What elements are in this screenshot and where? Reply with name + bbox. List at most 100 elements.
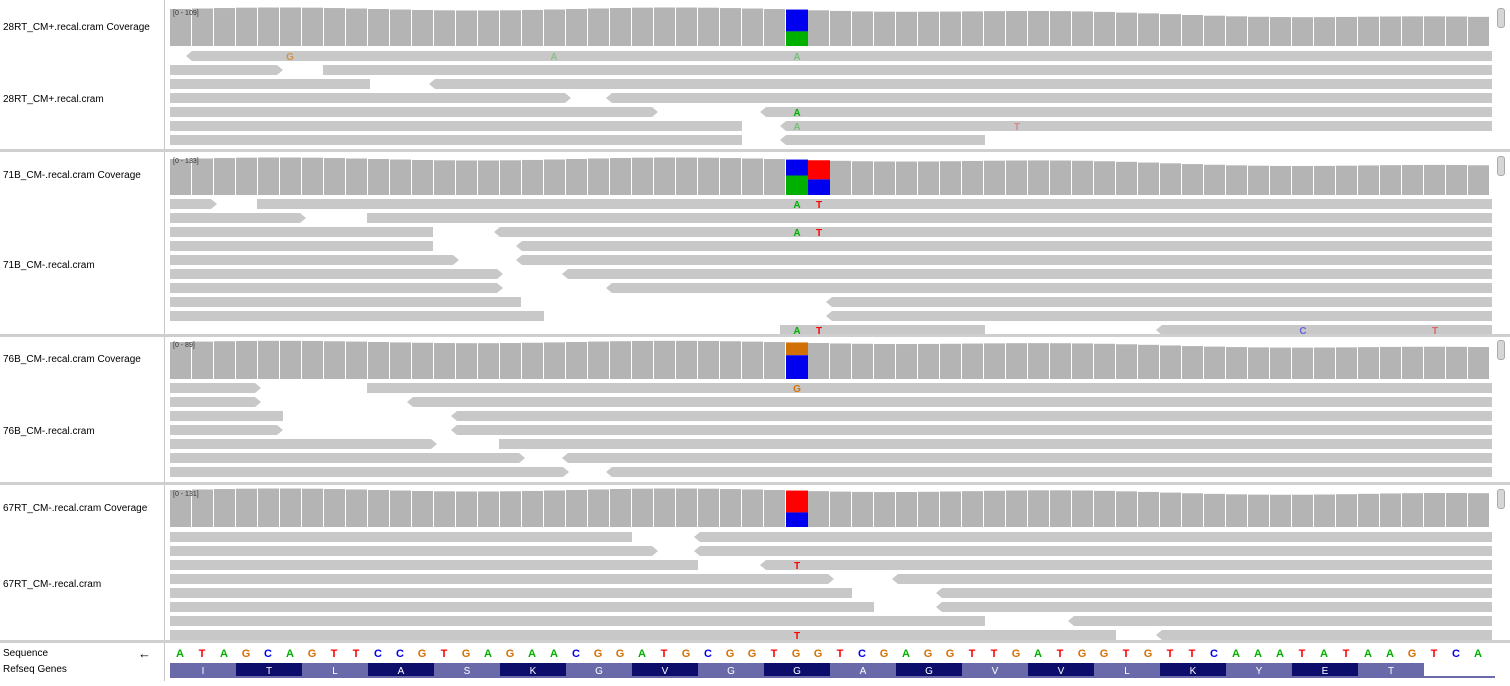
aligned-read[interactable] [760,560,1492,570]
sequence-track-label[interactable]: Sequence [3,648,49,659]
reference-base: T [199,648,206,660]
coverage-track-label-71b[interactable]: 71B_CM-.recal.cram Coverage [3,170,141,181]
panel-scrollbar[interactable] [1496,487,1505,637]
aligned-read[interactable] [760,107,1492,117]
aligned-read[interactable] [780,121,1492,131]
aligned-read[interactable] [516,255,1492,265]
aligned-read[interactable] [429,79,1492,89]
aligned-read[interactable] [257,199,1492,209]
aligned-read[interactable] [516,241,1492,251]
coverage-bar [1292,494,1313,527]
panel-divider[interactable] [0,334,1510,337]
refseq-genes-track-label[interactable]: Refseq Genes [3,664,67,675]
reads-track-label-76b[interactable]: 76B_CM-.recal.cram [3,426,95,437]
aligned-read[interactable] [170,616,985,626]
aligned-read[interactable] [170,467,569,477]
panel-divider[interactable] [0,640,1510,643]
aligned-read[interactable] [170,227,433,237]
aligned-read[interactable] [170,79,370,89]
coverage-bar [522,9,543,47]
aligned-read[interactable] [606,283,1492,293]
aligned-read[interactable] [694,546,1492,556]
coverage-bar [1248,494,1269,527]
aligned-read[interactable] [170,560,698,570]
aligned-read[interactable] [170,241,433,251]
amino-acid-block [896,663,962,676]
aligned-read[interactable] [170,297,521,307]
aligned-read[interactable] [494,227,1492,237]
aligned-read[interactable] [170,199,217,209]
aligned-read[interactable] [170,121,742,131]
coverage-bar [1446,493,1467,527]
aligned-read[interactable] [606,467,1492,477]
panel-scrollbar[interactable] [1496,6,1505,146]
aligned-read[interactable] [780,325,985,335]
aligned-read[interactable] [170,311,544,321]
aligned-read[interactable] [170,411,283,421]
coverage-track-label-76b[interactable]: 76B_CM-.recal.cram Coverage [3,354,141,365]
aligned-read[interactable] [606,93,1492,103]
aligned-read[interactable] [170,546,658,556]
coverage-track-label-67rt[interactable]: 67RT_CM-.recal.cram Coverage [3,503,148,514]
reads-track-label-28rt[interactable]: 28RT_CM+.recal.cram [3,94,104,105]
aligned-read[interactable] [170,574,834,584]
amino-acid-label: A [860,666,867,677]
aligned-read[interactable] [323,65,1492,75]
aligned-read[interactable] [170,453,525,463]
aligned-read[interactable] [170,602,874,612]
aligned-read[interactable] [170,269,503,279]
aligned-read[interactable] [892,574,1492,584]
aligned-read[interactable] [170,532,632,542]
aligned-read[interactable] [826,311,1492,321]
scroll-thumb[interactable] [1497,340,1505,360]
aligned-read[interactable] [186,51,1492,61]
aligned-read[interactable] [170,93,571,103]
aligned-read[interactable] [170,383,261,393]
strand-arrow-icon[interactable]: ← [138,646,151,661]
aligned-read[interactable] [170,255,459,265]
aligned-read[interactable] [694,532,1492,542]
coverage-bar [1336,494,1357,527]
aligned-read[interactable] [170,135,742,145]
aligned-read[interactable] [170,107,658,117]
aligned-read[interactable] [1156,325,1492,335]
aligned-read[interactable] [562,453,1492,463]
aligned-read[interactable] [407,397,1492,407]
aligned-read[interactable] [826,297,1492,307]
aligned-read[interactable] [367,213,1492,223]
panel-scrollbar[interactable] [1496,338,1505,480]
reads-track-label-71b[interactable]: 71B_CM-.recal.cram [3,260,95,271]
aligned-read[interactable] [1068,616,1492,626]
aligned-read[interactable] [451,425,1492,435]
aligned-read[interactable] [1156,630,1492,640]
aligned-read[interactable] [170,213,306,223]
coverage-bar [1116,12,1137,46]
aligned-read[interactable] [170,439,437,449]
coverage-bar [258,488,279,527]
panel-divider[interactable] [0,482,1510,485]
aligned-read[interactable] [936,588,1492,598]
aligned-read[interactable] [170,397,261,407]
aligned-read[interactable] [170,283,503,293]
scroll-thumb[interactable] [1497,156,1505,176]
coverage-bar [368,9,389,46]
panel-scrollbar[interactable] [1496,154,1505,332]
aligned-read[interactable] [170,588,852,598]
panel-divider[interactable] [0,149,1510,152]
aligned-read[interactable] [562,269,1492,279]
coverage-bar [456,343,477,379]
scroll-thumb[interactable] [1497,489,1505,509]
aligned-read[interactable] [499,439,1492,449]
reads-track-label-67rt[interactable]: 67RT_CM-.recal.cram [3,579,102,590]
scroll-thumb[interactable] [1497,8,1505,28]
aligned-read[interactable] [780,135,985,145]
coverage-track-label-28rt[interactable]: 28RT_CM+.recal.cram Coverage [3,22,150,33]
aligned-read[interactable] [936,602,1492,612]
aligned-read[interactable] [170,425,283,435]
aligned-read[interactable] [170,65,283,75]
aligned-read[interactable] [451,411,1492,421]
aligned-read[interactable] [367,383,1492,393]
aligned-read[interactable] [170,630,1116,640]
